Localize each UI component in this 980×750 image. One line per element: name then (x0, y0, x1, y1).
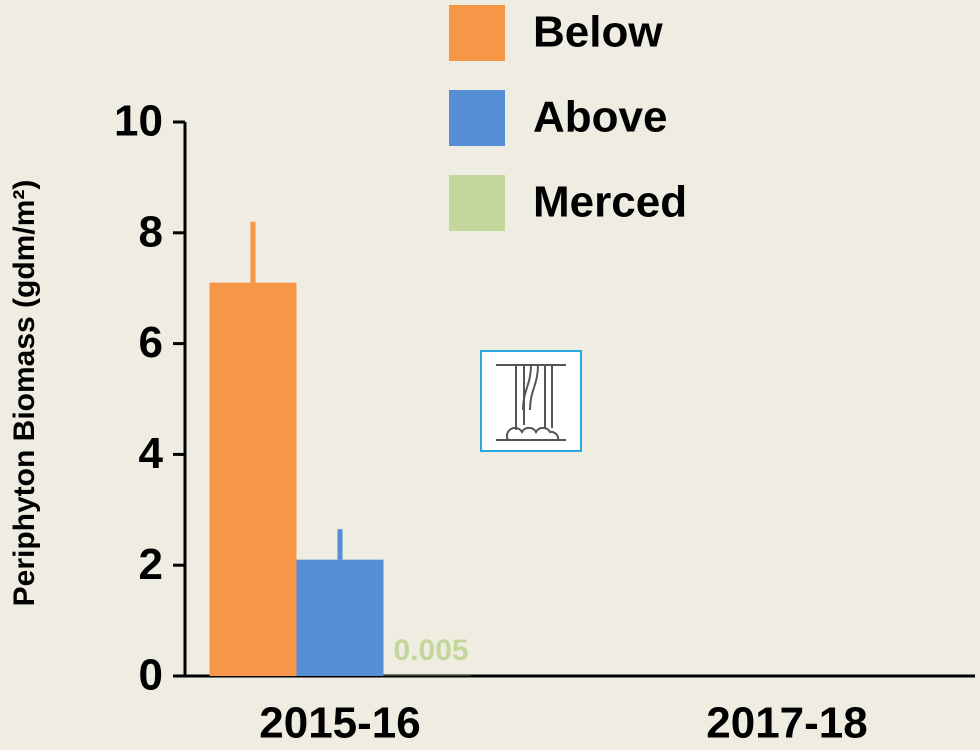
icon (480, 350, 582, 452)
y-tick-label: 2 (139, 540, 163, 589)
y-tick-label: 4 (139, 429, 164, 478)
y-tick-label: 0 (139, 651, 163, 700)
legend-swatch (449, 175, 505, 231)
legend-swatch (449, 5, 505, 61)
bar (296, 559, 384, 676)
y-tick-label: 8 (139, 207, 163, 256)
y-axis-label: Periphyton Biomass (gdm/m²) (8, 180, 41, 607)
x-tick-label: 2017-18 (706, 699, 867, 748)
legend-label: Merced (533, 178, 687, 227)
data-label: 0.005 (394, 634, 469, 667)
bar (209, 282, 297, 676)
legend-label: Below (533, 8, 663, 57)
x-tick-label: 2015-16 (259, 699, 420, 748)
y-tick-label: 10 (114, 97, 163, 146)
legend-label: Above (533, 93, 667, 142)
legend-swatch (449, 90, 505, 146)
y-tick-label: 6 (139, 318, 163, 367)
